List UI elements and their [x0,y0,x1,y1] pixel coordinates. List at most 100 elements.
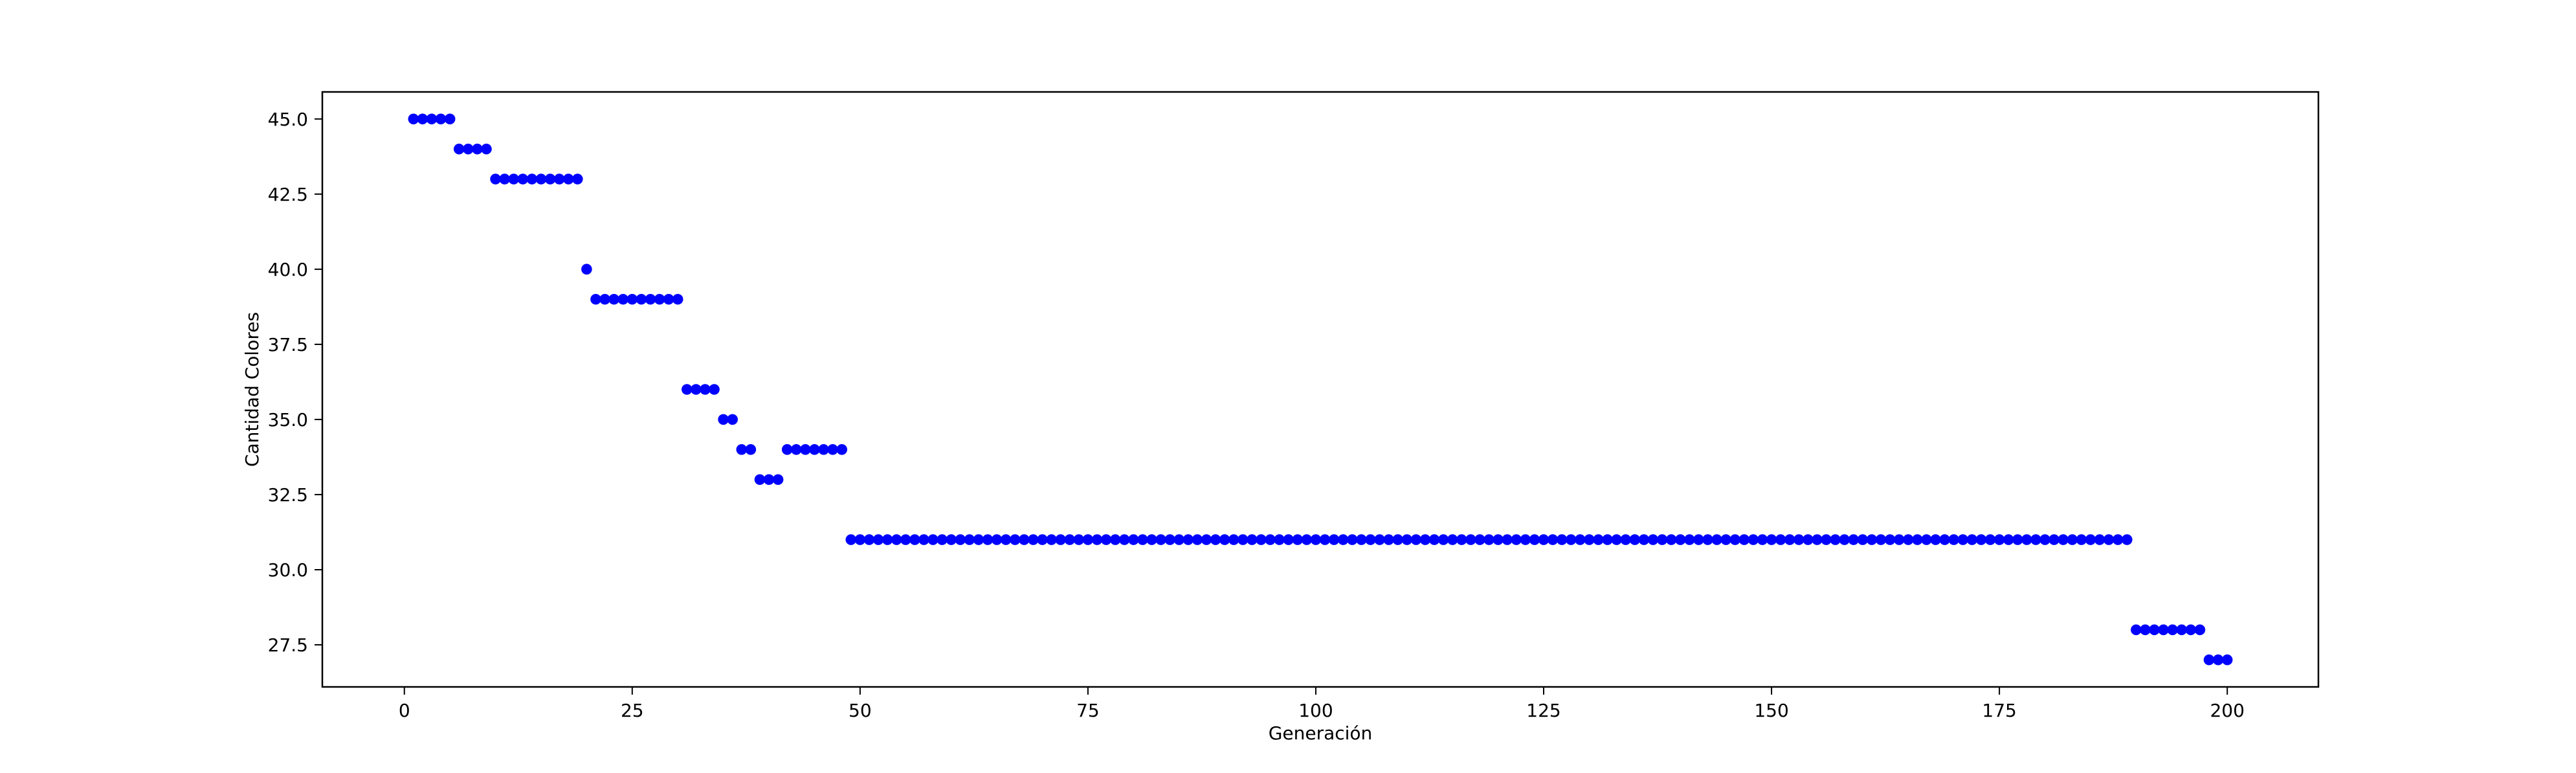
data-point [863,534,875,545]
data-point [1784,534,1795,545]
y-axis-label: Cantidad Colores [241,312,263,467]
data-point [1830,534,1841,545]
data-point [1647,534,1659,545]
data-point [1593,534,1604,545]
x-tick-label: 200 [2210,700,2244,721]
data-point [535,174,547,185]
data-point [608,293,619,305]
data-point [490,174,501,185]
data-point [1957,534,1969,545]
data-point [1848,534,1860,545]
data-point [572,174,583,185]
data-point [1109,534,1121,545]
data-point [781,444,793,455]
data-point [1547,534,1559,545]
data-point [463,143,474,155]
data-point [937,534,948,545]
data-point [444,113,456,125]
data-point [517,174,529,185]
data-point [1192,534,1203,545]
data-point [1091,534,1103,545]
data-point [1638,534,1650,545]
data-point [2076,534,2087,545]
data-point [973,534,984,545]
data-point [818,444,829,455]
y-tick-label: 30.0 [268,559,308,581]
data-point [481,143,492,155]
data-point [1629,534,1641,545]
data-point [2158,624,2169,636]
data-point [499,174,510,185]
data-point [1611,534,1622,545]
data-point [1556,534,1568,545]
data-point [1073,534,1085,545]
y-tick-label: 45.0 [268,109,308,130]
data-point [1247,534,1258,545]
x-tick-label: 25 [621,700,644,721]
data-point [1009,534,1021,545]
data-point [827,444,838,455]
data-point [991,534,1003,545]
data-point [1401,534,1413,545]
data-point [1274,534,1285,545]
data-points [408,113,2233,666]
data-point [1975,534,1987,545]
data-point [2049,534,2060,545]
y-tick-label: 32.5 [268,484,308,506]
data-point [1565,534,1577,545]
x-tick-label: 75 [1076,700,1100,721]
data-point [627,293,638,305]
data-point [1356,534,1367,545]
data-point [718,414,729,425]
data-point [1064,534,1076,545]
data-point [590,293,601,305]
data-point [1520,534,1531,545]
data-point [508,174,520,185]
data-point [2140,624,2151,636]
data-point [1456,534,1467,545]
data-point [1419,534,1431,545]
data-point [617,293,629,305]
data-point [435,113,447,125]
data-point [1137,534,1148,545]
data-point [1210,534,1221,545]
data-point [1665,534,1677,545]
data-point [2176,624,2188,636]
data-point [1529,534,1540,545]
data-point [1656,534,1668,545]
x-tick-label: 50 [849,700,872,721]
data-point [1921,534,1932,545]
data-point [1702,534,1713,545]
data-point [700,384,711,395]
data-point [772,474,784,486]
data-point [1866,534,1878,545]
x-tick-label: 150 [1754,700,1788,721]
data-point [1693,534,1704,545]
data-point [1474,534,1485,545]
data-point [1100,534,1112,545]
data-point [964,534,975,545]
data-point [636,293,647,305]
data-point [1146,534,1157,545]
data-point [1265,534,1276,545]
data-point [1684,534,1695,545]
data-point [2030,534,2041,545]
data-point [882,534,893,545]
data-point [1984,534,1996,545]
data-point [2131,624,2142,636]
data-point [1912,534,1923,545]
data-point [526,174,538,185]
data-point [2039,534,2050,545]
data-point [1793,534,1804,545]
data-point [417,113,428,125]
y-tick-label: 37.5 [268,334,308,355]
data-point [1082,534,1094,545]
data-point [1584,534,1595,545]
data-point [1128,534,1139,545]
data-point [1164,534,1175,545]
data-point [1948,534,1960,545]
data-point [1310,534,1322,545]
data-point [1283,534,1294,545]
data-point [1729,534,1741,545]
